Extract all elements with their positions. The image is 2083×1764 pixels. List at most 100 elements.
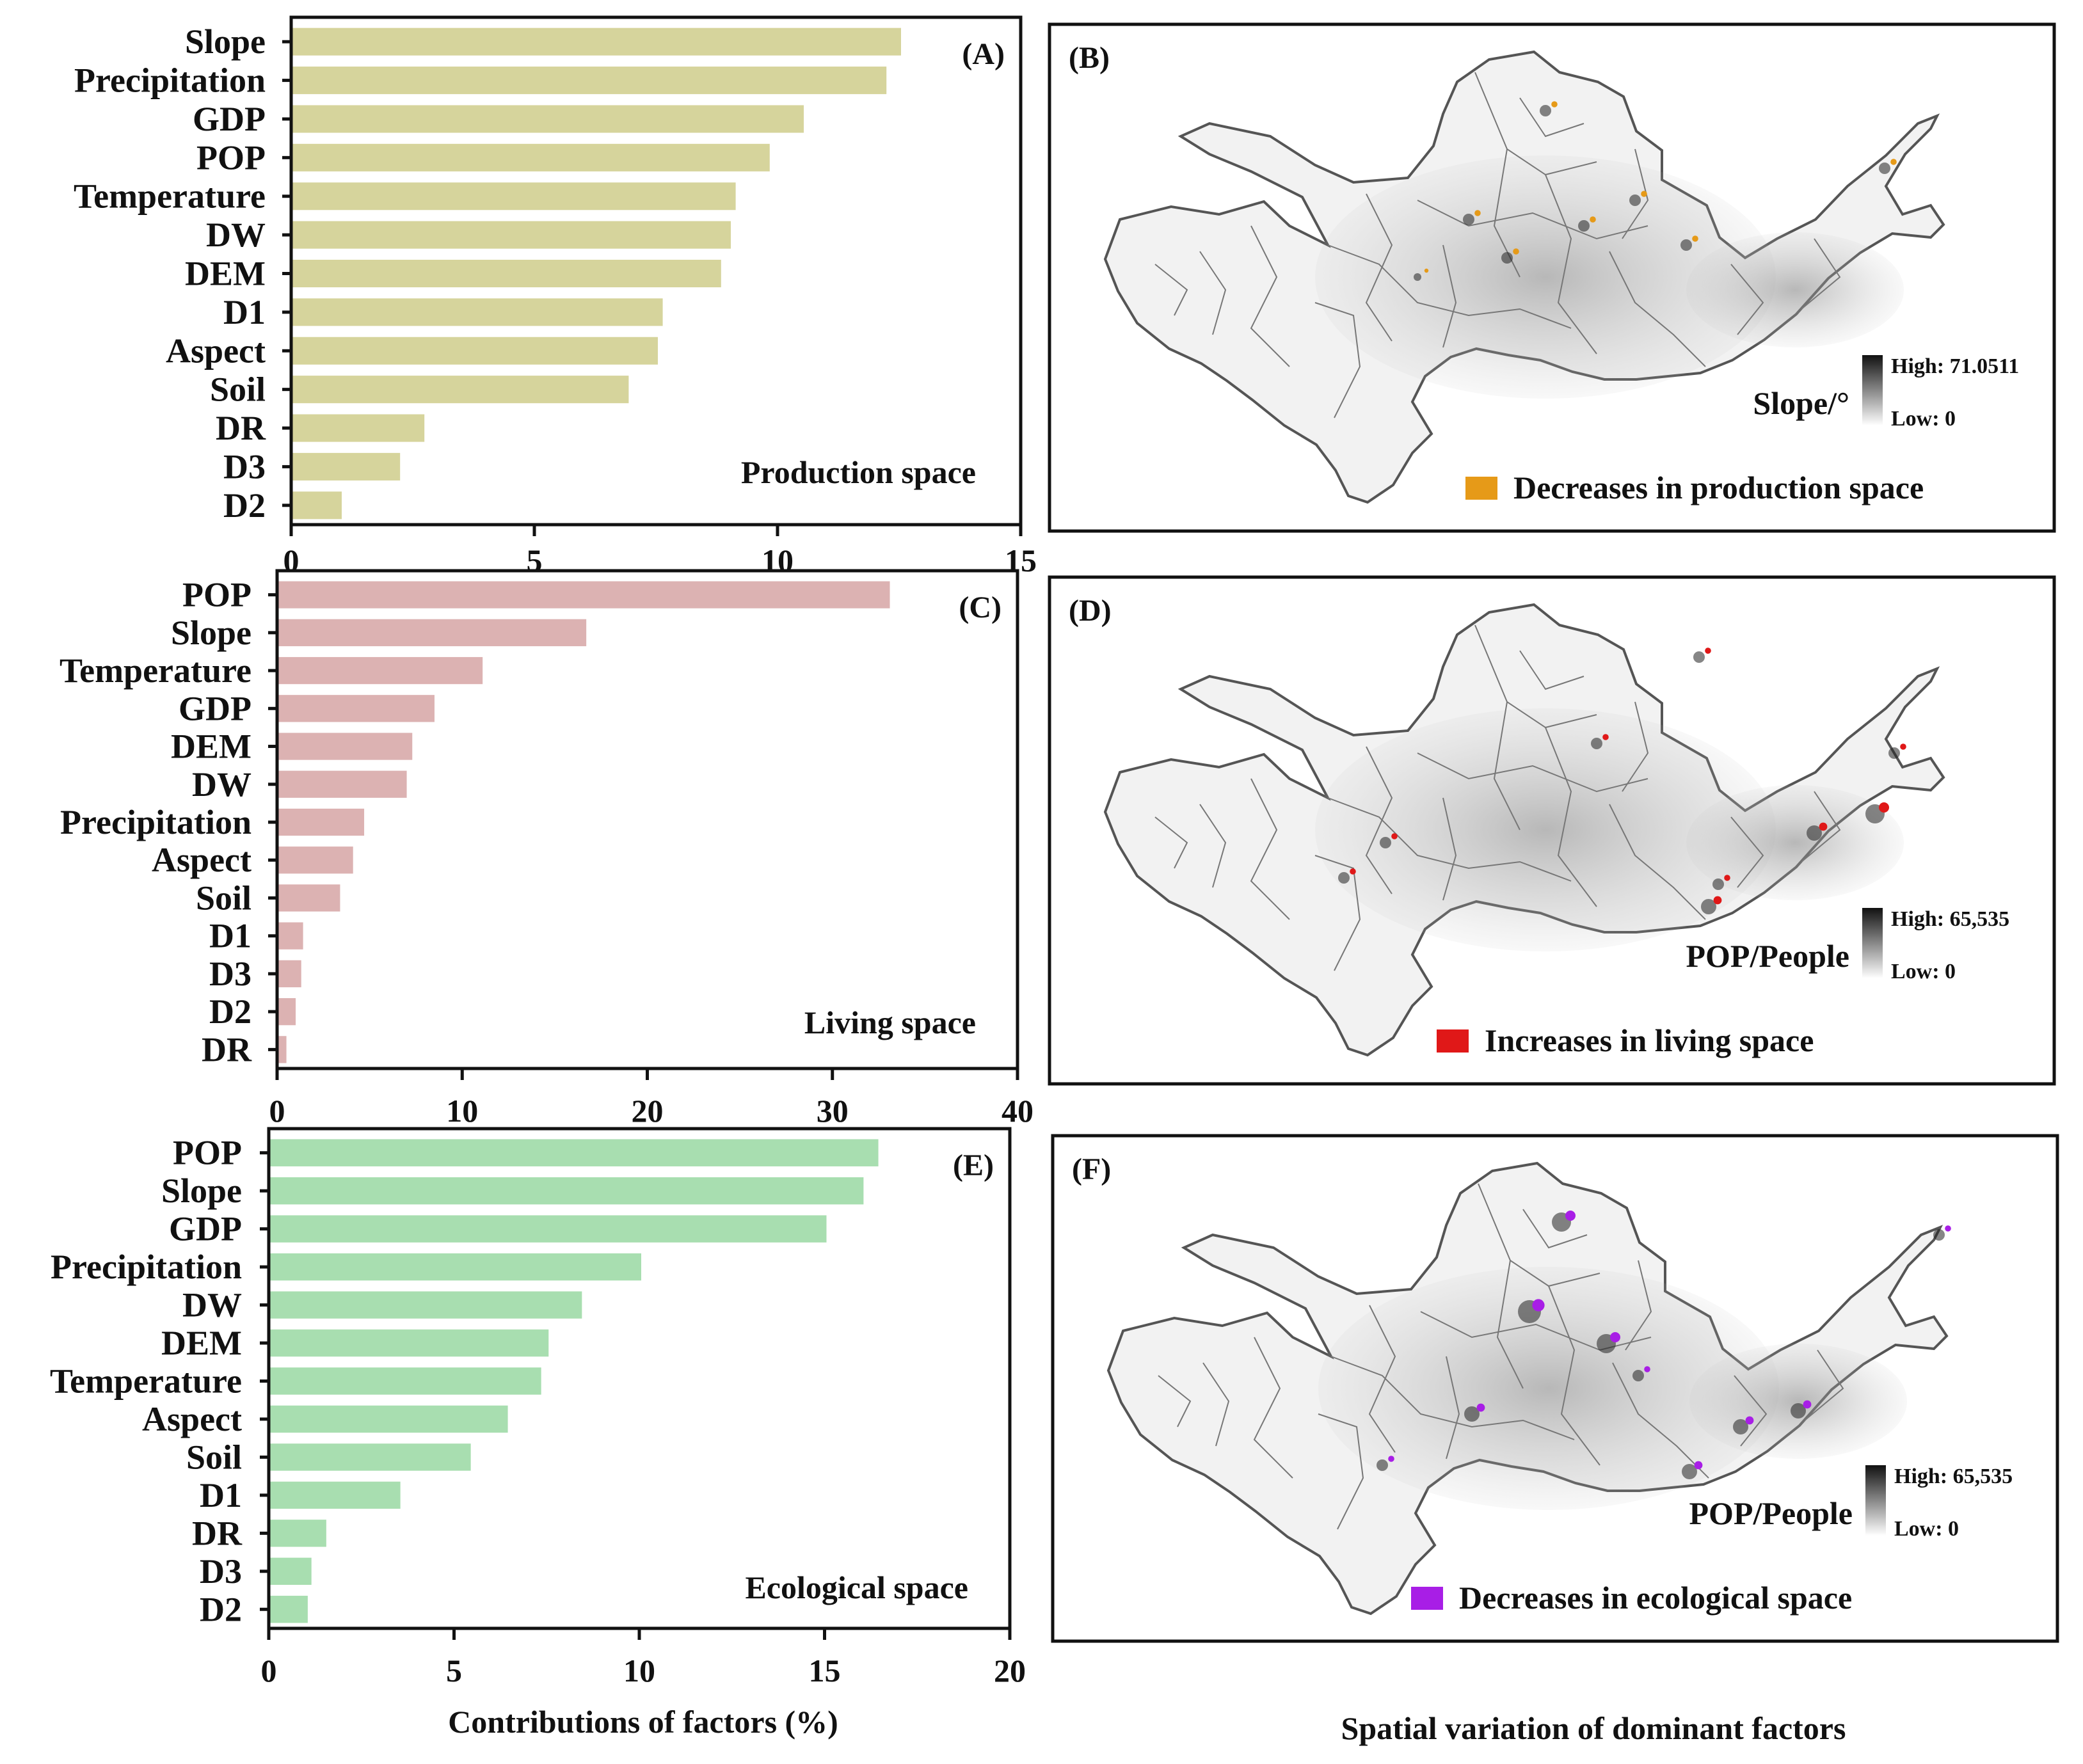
district-boundary	[1446, 1356, 1460, 1459]
change-spot	[1391, 833, 1398, 839]
panel-letter: (E)	[953, 1148, 994, 1182]
x-tick-label: 5	[446, 1653, 462, 1689]
ramp-low-label: Low: 0	[1894, 1517, 1959, 1541]
map-panel-d: High: 65,535 Low: 0 POP/People Increases in…	[1048, 575, 2056, 1086]
category-label: Slope	[161, 1172, 242, 1210]
map-panel-f: High: 65,535 Low: 0 POP/People Decreases in…	[1051, 1134, 2059, 1643]
x-tick-label: 40	[1002, 1093, 1034, 1129]
region-map	[1103, 50, 1945, 504]
region-map	[1106, 1161, 1951, 1616]
value-ramp	[1862, 355, 1883, 425]
x-tick-label: 0	[261, 1653, 277, 1689]
x-tick-label: 20	[632, 1093, 664, 1129]
district-boundary	[1622, 148, 1649, 239]
change-spot	[1890, 159, 1897, 165]
high-value-spot	[1807, 825, 1822, 841]
high-value-spot	[1377, 1459, 1388, 1471]
high-value-spot	[1501, 252, 1513, 264]
bar-gdp	[269, 1215, 827, 1243]
category-label: D1	[200, 1476, 242, 1514]
bar-dem	[292, 259, 721, 288]
legend-label: Decreases in production space	[1513, 470, 1924, 505]
district-boundary	[1158, 1375, 1192, 1427]
bar-d1	[278, 922, 303, 950]
x-tick-label: 15	[1005, 543, 1037, 578]
category-label: Aspect	[142, 1400, 242, 1438]
bar-aspect	[278, 846, 353, 874]
category-label: Precipitation	[60, 803, 251, 841]
bar-temperature	[292, 182, 736, 211]
legend-label: Decreases in ecological space	[1459, 1580, 1852, 1616]
district-boundary	[1330, 1356, 1575, 1440]
high-value-spot	[1591, 738, 1602, 749]
category-label: Precipitation	[74, 61, 266, 100]
category-label: DR	[202, 1030, 252, 1069]
x-axis-label: Contributions of factors (%)	[448, 1704, 838, 1740]
map-variable-label: Slope/°	[1753, 385, 1849, 421]
district-boundary	[1730, 264, 1764, 335]
district-boundary	[1327, 797, 1572, 882]
bar-precipitation	[269, 1253, 641, 1281]
bar-pop	[278, 581, 890, 608]
district-boundary	[1545, 174, 1597, 354]
high-value-spot	[1888, 747, 1900, 759]
change-spot	[1713, 896, 1722, 905]
category-label: D3	[200, 1552, 242, 1591]
change-spot	[1644, 1366, 1650, 1372]
high-value-spot	[1791, 1403, 1806, 1418]
bar-soil	[292, 376, 629, 404]
legend-label: Increases in living space	[1485, 1022, 1814, 1058]
x-tick-label: 5	[527, 543, 543, 578]
panel-letter: (C)	[959, 591, 1002, 624]
change-spot	[1692, 235, 1698, 242]
raster-shading	[1689, 1344, 1907, 1459]
category-label: GDP	[169, 1210, 242, 1248]
bar-d2	[278, 998, 296, 1026]
x-tick-label: 10	[762, 543, 794, 578]
district-boundary	[1318, 1413, 1364, 1530]
ramp-high-label: High: 71.0511	[1891, 354, 2019, 378]
category-label: Soil	[186, 1438, 242, 1476]
bar-dem	[269, 1329, 549, 1357]
high-value-spot	[1733, 1419, 1748, 1434]
district-boundary	[1493, 701, 1520, 830]
x-tick-label: 15	[809, 1653, 841, 1689]
space-type-label: Production space	[741, 454, 976, 490]
category-label: D3	[209, 955, 251, 993]
value-ramp	[1865, 1465, 1886, 1536]
bar-d3	[292, 452, 401, 481]
district-boundary	[1801, 238, 1841, 310]
bar-dw	[269, 1291, 582, 1319]
category-label: D2	[223, 486, 266, 525]
raster-shading	[1315, 155, 1776, 399]
district-boundary	[1202, 1362, 1230, 1447]
x-tick-label: 0	[283, 543, 299, 578]
change-spot	[1705, 648, 1711, 654]
bar-precipitation	[292, 67, 887, 95]
high-value-spot	[1464, 1406, 1480, 1422]
change-spot	[1424, 268, 1429, 273]
bar-dr	[292, 414, 425, 442]
district-boundary	[1801, 791, 1841, 862]
high-value-spot	[1682, 1464, 1697, 1479]
district-boundary	[1417, 200, 1648, 240]
bar-pop	[292, 143, 770, 171]
ramp-high-label: High: 65,535	[1891, 907, 2009, 931]
bar-temperature	[278, 656, 483, 685]
high-value-spot	[1879, 163, 1890, 174]
district-boundary	[1609, 804, 1706, 920]
category-label: D1	[209, 917, 251, 955]
district-boundary	[1548, 1285, 1600, 1466]
district-boundary	[1154, 264, 1188, 316]
district-boundary	[1253, 1337, 1293, 1479]
category-label: D3	[223, 447, 266, 486]
category-label: POP	[173, 1134, 242, 1172]
change-spot	[1724, 875, 1730, 881]
high-value-spot	[1632, 1370, 1644, 1381]
change-spot	[1945, 1225, 1951, 1232]
bar-slope	[292, 28, 901, 56]
category-label: Precipitation	[51, 1248, 242, 1286]
legend-swatch	[1437, 1029, 1469, 1053]
bar-slope	[269, 1177, 864, 1205]
